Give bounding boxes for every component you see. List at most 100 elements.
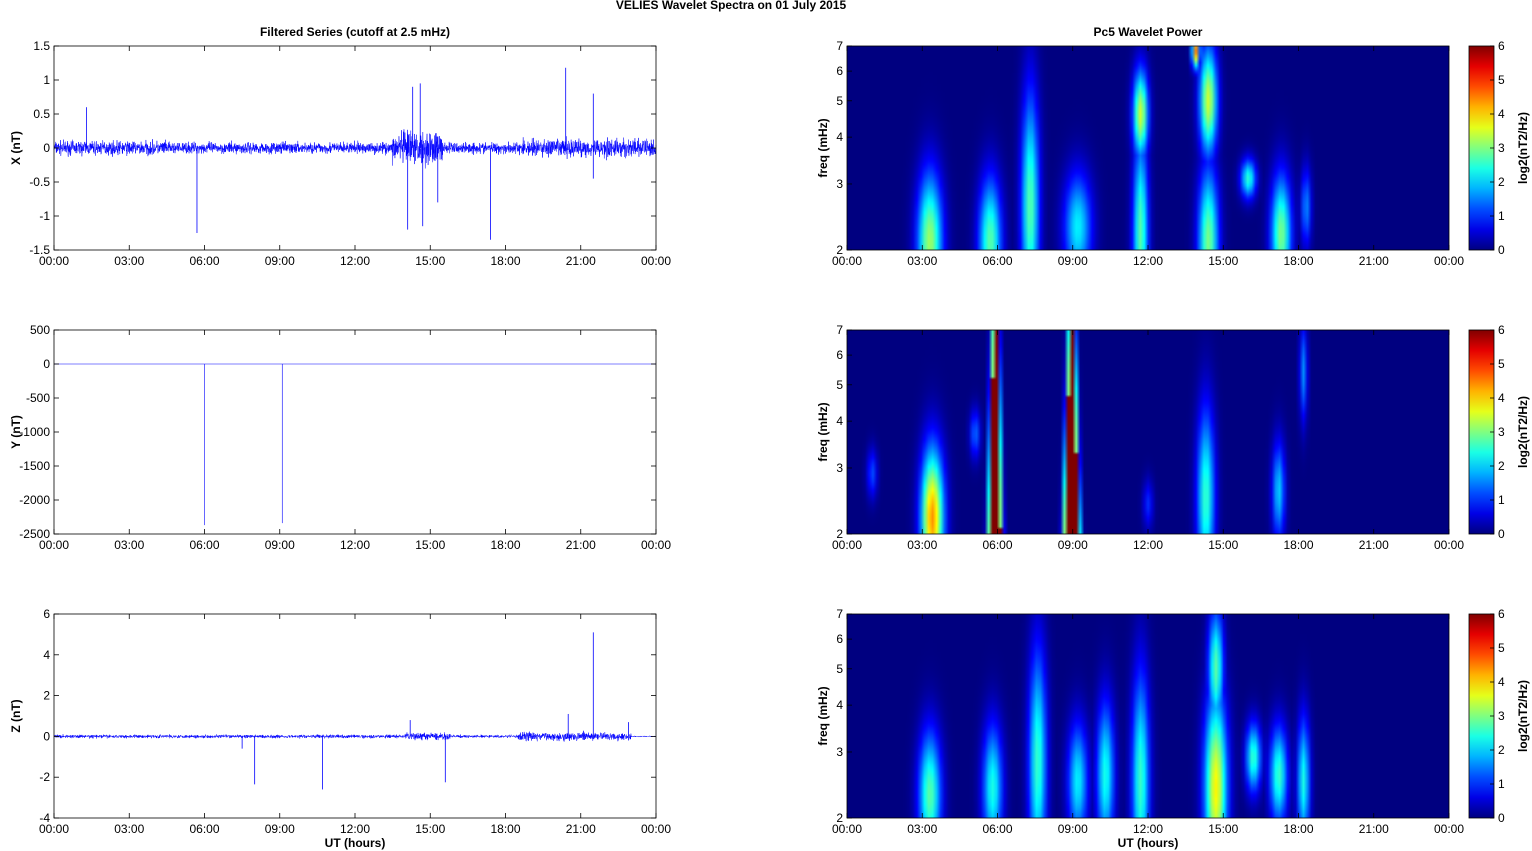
series-y-panel-y-tick-label: -2000: [19, 493, 50, 507]
power-z-panel-y-tick-label: 5: [836, 662, 843, 676]
power-y-panel-x-tick-label: 18:00: [1283, 538, 1313, 552]
power-y-panel-x-tick-label: 03:00: [907, 538, 937, 552]
series-y-panel-x-tick-label: 00:00: [39, 538, 69, 552]
series-z-panel-y-tick-label: 6: [43, 607, 50, 621]
power-z-panel-colorbar-label: log2(nT2/Hz): [1516, 680, 1530, 752]
power-z-panel-colorbar-tick-label: 1: [1498, 777, 1505, 791]
power-y-panel-x-tick-label: 09:00: [1058, 538, 1088, 552]
power-z-panel-colorbar-tick-label: 3: [1498, 709, 1505, 723]
series-z-panel-x-tick-label: 00:00: [641, 822, 671, 836]
series-y-panel-y-tick-label: -500: [26, 391, 50, 405]
series-y-panel-x-tick-label: 21:00: [566, 538, 596, 552]
power-y-panel-colorbar-tick-label: 6: [1498, 323, 1505, 337]
series-x-panel-y-tick-label: 0.5: [33, 107, 50, 121]
series-x-panel-y-tick-label: -1.5: [29, 243, 50, 257]
power-z-panel-x-tick-label: 15:00: [1208, 822, 1238, 836]
power-z-panel-y-axis-label: freq (mHz): [816, 686, 830, 745]
power-z-panel-y-tick-label: 6: [836, 632, 843, 646]
power-z-panel-x-tick-label: 09:00: [1058, 822, 1088, 836]
power-y-panel-x-tick-label: 06:00: [982, 538, 1012, 552]
power-z-panel-x-tick-label: 00:00: [832, 822, 862, 836]
series-z-panel-y-tick-label: -2: [39, 770, 50, 784]
power-y-panel-colorbar-tick-label: 1: [1498, 493, 1505, 507]
power-x-panel-x-tick-label: 18:00: [1283, 254, 1313, 268]
power-x-panel-colorbar-tick-label: 4: [1498, 107, 1505, 121]
power-y-panel: 00:00 03:00 06:00 09:00 12:00 15:00 18:00 21:00…: [816, 323, 1530, 552]
series-x-panel-y-tick-label: 1: [43, 73, 50, 87]
series-y-panel-y-tick-label: -2500: [19, 527, 50, 541]
power-x-panel-colorbar-tick-label: 6: [1498, 39, 1505, 53]
series-z-panel-x-tick-label: 06:00: [189, 822, 219, 836]
power-x-panel-y-tick-label: 7: [836, 39, 843, 53]
power-y-panel-y-tick-label: 7: [836, 323, 843, 337]
power-z-panel-y-tick-label: 4: [836, 698, 843, 712]
power-x-panel-x-tick-label: 09:00: [1058, 254, 1088, 268]
power-x-panel-x-tick-label: 00:00: [1434, 254, 1464, 268]
series-y-panel: 00:00 03:00 06:00 09:00 12:00 15:00 18:00 21:00…: [9, 323, 671, 552]
power-y-panel-colorbar-tick-label: 4: [1498, 391, 1505, 405]
power-x-panel-colorbar: [1468, 45, 1495, 251]
power-x-panel-y-tick-label: 5: [836, 94, 843, 108]
series-z-panel-y-tick-label: 0: [43, 729, 50, 743]
series-z-panel-x-tick-label: 00:00: [39, 822, 69, 836]
series-z-panel-trace: [53, 730, 657, 742]
power-x-panel-x-tick-label: 06:00: [982, 254, 1012, 268]
power-x-panel-y-tick-label: 3: [836, 177, 843, 191]
power-z-panel-x-tick-label: 18:00: [1283, 822, 1313, 836]
power-x-panel-colorbar-tick-label: 5: [1498, 73, 1505, 87]
power-y-panel-y-axis-label: freq (mHz): [816, 402, 830, 461]
series-z-panel-y-tick-label: 2: [43, 689, 50, 703]
power-z-panel-x-tick-label: 00:00: [1434, 822, 1464, 836]
power-y-panel-y-tick-label: 5: [836, 378, 843, 392]
power-z-panel-x-tick-label: 12:00: [1133, 822, 1163, 836]
power-y-panel-x-tick-label: 15:00: [1208, 538, 1238, 552]
power-x-panel-colorbar-tick-label: 2: [1498, 175, 1505, 189]
power-x-panel-x-tick-label: 21:00: [1359, 254, 1389, 268]
power-x-panel: 00:00 03:00 06:00 09:00 12:00 15:00 18:00 21:00…: [816, 39, 1530, 268]
series-x-panel-y-axis-label: X (nT): [9, 131, 23, 165]
power-z-panel-colorbar-tick-label: 6: [1498, 607, 1505, 621]
power-z-panel-colorbar-tick-label: 5: [1498, 641, 1505, 655]
power-z-panel-x-tick-label: 03:00: [907, 822, 937, 836]
series-y-panel-x-tick-label: 00:00: [641, 538, 671, 552]
series-y-panel-y-tick-label: -1500: [19, 459, 50, 473]
series-z-panel-x-tick-label: 21:00: [566, 822, 596, 836]
series-x-panel-x-tick-label: 00:00: [641, 254, 671, 268]
series-x-panel-x-tick-label: 00:00: [39, 254, 69, 268]
series-z-panel-y-tick-label: 4: [43, 648, 50, 662]
power-y-panel-x-tick-label: 00:00: [1434, 538, 1464, 552]
power-x-panel-colorbar-label: log2(nT2/Hz): [1516, 112, 1530, 184]
left-column-title: Filtered Series (cutoff at 2.5 mHz): [260, 25, 450, 39]
series-y-panel-x-tick-label: 09:00: [265, 538, 295, 552]
power-y-panel-x-tick-label: 21:00: [1359, 538, 1389, 552]
power-z-panel-y-tick-label: 2: [836, 811, 843, 825]
power-y-panel-heatmap: [847, 330, 1449, 534]
series-x-panel-y-tick-label: -0.5: [29, 175, 50, 189]
power-z-panel-colorbar-tick-label: 2: [1498, 743, 1505, 757]
series-y-panel-x-tick-label: 03:00: [114, 538, 144, 552]
power-y-panel-y-tick-label: 2: [836, 527, 843, 541]
power-y-panel-colorbar-tick-label: 0: [1498, 527, 1505, 541]
power-y-panel-colorbar-tick-label: 5: [1498, 357, 1505, 371]
series-y-panel-x-tick-label: 15:00: [415, 538, 445, 552]
series-z-panel-y-axis-label: Z (nT): [9, 699, 23, 732]
power-x-panel-x-tick-label: 15:00: [1208, 254, 1238, 268]
power-y-panel-y-tick-label: 3: [836, 461, 843, 475]
series-x-panel-y-tick-label: 1.5: [33, 39, 50, 53]
power-y-panel-x-tick-label: 12:00: [1133, 538, 1163, 552]
power-y-panel-colorbar-tick-label: 2: [1498, 459, 1505, 473]
power-x-panel-y-tick-label: 4: [836, 130, 843, 144]
right-column-title: Pc5 Wavelet Power: [1094, 25, 1203, 39]
series-z-panel: 00:00 03:00 06:00 09:00 12:00 15:00 18:00 21:00…: [9, 607, 671, 836]
series-x-panel-x-tick-label: 06:00: [189, 254, 219, 268]
series-x-panel-x-tick-label: 03:00: [114, 254, 144, 268]
power-y-panel-x-tick-label: 00:00: [832, 538, 862, 552]
series-y-panel-x-tick-label: 06:00: [189, 538, 219, 552]
series-z-panel-x-tick-label: 15:00: [415, 822, 445, 836]
power-y-panel-y-tick-label: 6: [836, 348, 843, 362]
series-x-panel-trace: [53, 129, 657, 169]
series-y-panel-y-axis-label: Y (nT): [9, 415, 23, 449]
power-x-panel-colorbar-tick-label: 1: [1498, 209, 1505, 223]
power-z-panel-y-tick-label: 7: [836, 607, 843, 621]
